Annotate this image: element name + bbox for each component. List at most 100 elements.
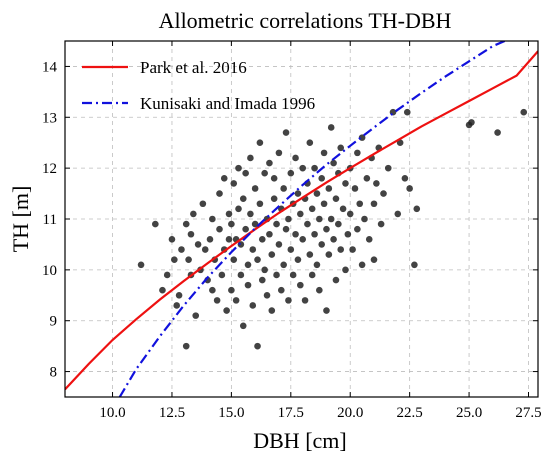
data-point xyxy=(225,210,233,218)
data-point xyxy=(520,108,528,116)
data-point xyxy=(168,236,176,243)
data-point xyxy=(287,169,295,177)
data-point xyxy=(201,246,209,253)
data-point xyxy=(280,261,287,269)
data-point xyxy=(223,307,230,314)
data-point xyxy=(327,215,335,223)
data-point xyxy=(249,246,257,253)
data-point xyxy=(287,246,295,253)
data-point xyxy=(178,246,185,253)
data-point xyxy=(209,215,216,223)
data-point xyxy=(275,241,283,248)
data-point xyxy=(282,129,290,136)
data-point xyxy=(370,256,378,263)
data-point xyxy=(320,149,328,157)
x-tick-label: 17.5 xyxy=(278,405,304,421)
data-point xyxy=(468,119,475,126)
data-point xyxy=(406,185,413,192)
y-tick-label: 13 xyxy=(42,110,57,126)
data-point xyxy=(163,271,171,279)
legend-label-park: Park et al. 2016 xyxy=(140,58,247,77)
data-point xyxy=(294,256,302,263)
data-point xyxy=(228,220,235,228)
data-point xyxy=(275,149,283,157)
data-point xyxy=(354,149,361,157)
data-point xyxy=(306,139,314,147)
data-point xyxy=(254,256,261,263)
data-point xyxy=(216,190,223,197)
data-point xyxy=(339,205,347,213)
data-point xyxy=(351,185,359,192)
x-tick-label: 12.5 xyxy=(159,405,185,421)
data-point xyxy=(192,312,200,319)
x-tick-label: 25.0 xyxy=(456,405,482,421)
data-point xyxy=(327,124,335,131)
data-point xyxy=(251,185,259,192)
data-point xyxy=(289,271,297,279)
y-tick-label: 14 xyxy=(42,59,58,75)
data-point xyxy=(247,154,254,162)
data-point xyxy=(225,236,233,243)
data-point xyxy=(268,307,276,314)
data-point xyxy=(394,210,402,218)
data-point xyxy=(270,175,278,182)
data-point xyxy=(258,276,266,284)
data-point xyxy=(218,271,226,279)
legend: Park et al. 2016 Kunisaki and Imada 1996 xyxy=(82,58,315,113)
data-point xyxy=(361,215,368,223)
data-point xyxy=(137,261,145,269)
data-point xyxy=(152,220,159,228)
data-point xyxy=(171,256,178,263)
data-point xyxy=(346,210,354,218)
data-point xyxy=(220,175,228,182)
data-point xyxy=(270,195,278,202)
data-point xyxy=(330,236,337,243)
data-point xyxy=(213,297,221,304)
data-point xyxy=(301,297,309,304)
data-point xyxy=(261,266,268,274)
data-point xyxy=(494,129,501,136)
data-point xyxy=(242,169,249,177)
data-point xyxy=(244,261,252,269)
y-tick-label: 8 xyxy=(50,365,58,381)
data-point xyxy=(344,230,352,238)
data-point xyxy=(342,266,349,274)
data-point xyxy=(239,195,247,202)
data-point xyxy=(323,307,330,314)
data-point xyxy=(242,225,249,233)
data-point xyxy=(363,175,371,182)
data-point xyxy=(263,291,271,299)
data-point xyxy=(237,271,245,279)
data-point xyxy=(185,256,192,263)
y-tick-label: 9 xyxy=(50,314,58,330)
data-point xyxy=(332,276,340,284)
data-point xyxy=(318,175,326,182)
data-point xyxy=(313,190,321,197)
data-point xyxy=(311,230,318,238)
data-point xyxy=(285,215,292,223)
data-point xyxy=(330,159,337,167)
data-point xyxy=(216,225,223,233)
data-point xyxy=(411,261,418,269)
x-tick-label: 15.0 xyxy=(218,405,244,421)
data-point xyxy=(258,236,266,243)
data-point xyxy=(273,271,280,279)
data-point xyxy=(194,241,202,248)
data-point xyxy=(306,251,314,258)
data-point xyxy=(182,342,190,350)
plot-area-frame xyxy=(64,40,539,398)
data-point xyxy=(332,195,340,202)
data-point xyxy=(292,230,299,238)
data-point xyxy=(299,236,306,243)
data-point xyxy=(249,302,257,309)
data-point xyxy=(261,169,268,177)
data-point xyxy=(354,225,361,233)
data-point xyxy=(384,164,392,172)
scatter-points xyxy=(137,108,528,350)
y-tick-label: 11 xyxy=(43,212,57,228)
data-point xyxy=(380,190,387,197)
data-point xyxy=(230,256,238,263)
data-point xyxy=(266,230,273,238)
data-point xyxy=(325,251,333,258)
